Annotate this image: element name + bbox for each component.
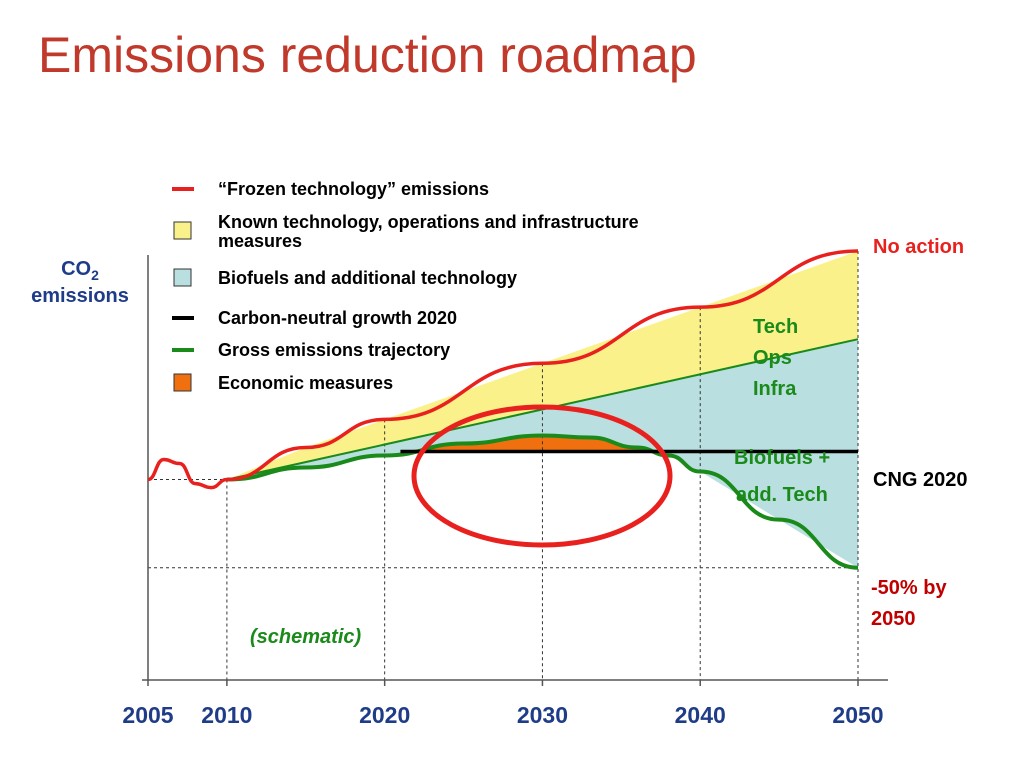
x-tick-label-2005: 2005 <box>122 702 173 728</box>
no-action-label: No action <box>873 236 964 258</box>
x-tick-label-2040: 2040 <box>675 702 726 728</box>
grid-layer <box>148 250 859 680</box>
add-tech-label: add. Tech <box>736 484 828 506</box>
cng-2020-label: CNG 2020 <box>873 469 968 491</box>
tech-ops-infra-label-2: Infra <box>753 378 797 400</box>
tech-ops-infra-label-0: Tech <box>753 316 798 338</box>
annotations: No action Tech Ops Infra Biofuels + add. Tech… <box>250 236 968 648</box>
x-tick-label-2030: 2030 <box>517 702 568 728</box>
legend-label-known: Known technology, operations and infrast… <box>218 212 639 232</box>
tech-ops-infra-label-1: Ops <box>753 347 792 369</box>
legend-swatch-biofuel <box>173 268 192 287</box>
legend: “Frozen technology” emissions Known techn… <box>172 179 639 393</box>
legend-swatch-known <box>173 221 192 240</box>
legend-label-economic: Economic measures <box>218 373 393 393</box>
legend-label-biofuel: Biofuels and additional technology <box>218 268 517 288</box>
page-title: Emissions reduction roadmap <box>38 27 697 83</box>
legend-swatch-economic <box>173 373 192 392</box>
economic-area <box>400 435 669 452</box>
legend-label-known-line2: measures <box>218 231 302 251</box>
legend-label-frozen: “Frozen technology” emissions <box>218 179 489 199</box>
y-axis-label: CO2 <box>61 258 99 283</box>
x-tick-label-2020: 2020 <box>359 702 410 728</box>
biofuel-area <box>226 339 858 568</box>
gross-line <box>226 433 859 570</box>
x-tick-label-2050: 2050 <box>832 702 883 728</box>
legend-label-cng: Carbon-neutral growth 2020 <box>218 308 457 328</box>
y-axis-label-line2: emissions <box>31 285 129 307</box>
x-tick-label-2010: 2010 <box>201 702 252 728</box>
minus50-year-label: 2050 <box>871 608 916 630</box>
minus50-label: -50% by <box>871 577 947 599</box>
legend-label-gross: Gross emissions trajectory <box>218 340 450 360</box>
highlight-ellipse <box>411 404 673 548</box>
series-layer <box>147 249 859 570</box>
frozen-line <box>147 249 859 490</box>
biofuels-label: Biofuels + <box>734 447 830 469</box>
schematic-label: (schematic) <box>250 626 361 648</box>
